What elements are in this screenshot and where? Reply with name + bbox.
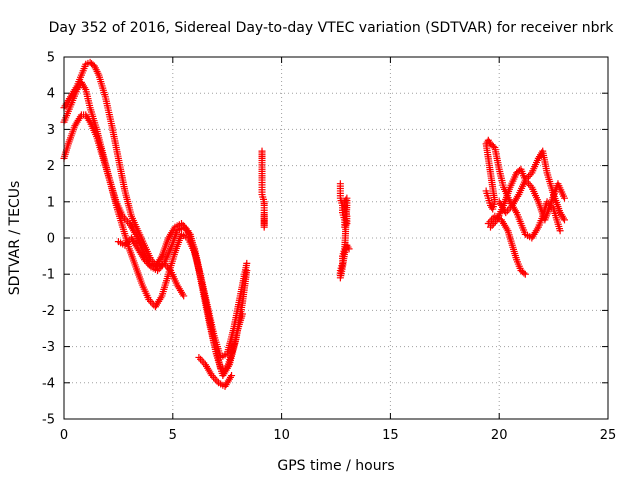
- y-tick-label: 5: [47, 51, 55, 66]
- x-tick-labels: 0 5 10 15 20 25: [60, 428, 616, 443]
- data-points: [60, 58, 568, 390]
- y-tick-label: -3: [42, 340, 55, 355]
- track-8-point: [556, 227, 564, 235]
- track-5-point: [195, 353, 203, 361]
- x-tick-label: 0: [60, 428, 68, 443]
- track-7-point: [345, 245, 353, 253]
- y-tick-label: 3: [47, 123, 55, 138]
- track-10-point: [520, 269, 528, 277]
- plot-frame: [63, 56, 609, 420]
- y-tick-label: 1: [47, 195, 55, 210]
- chart-title: Day 352 of 2016, Sidereal Day-to-day VTE…: [49, 20, 615, 36]
- x-axis-label: GPS time / hours: [277, 458, 394, 474]
- y-tick-label: 0: [47, 232, 55, 247]
- track-10-point: [521, 270, 529, 278]
- track-5-point: [211, 375, 219, 383]
- track-11-point: [560, 194, 568, 202]
- track-5-point: [228, 372, 236, 380]
- y-tick-label: 2: [47, 159, 55, 174]
- track-1-point: [243, 259, 251, 267]
- y-tick-label: -5: [42, 413, 55, 428]
- x-tick-label: 10: [273, 428, 290, 443]
- y-tick-labels: -5 -4 -3 -2 -1 0 1 2 3 4 5: [42, 51, 55, 428]
- grid-layer: [64, 57, 608, 419]
- y-tick-label: -2: [42, 304, 55, 319]
- track-9-point: [560, 216, 568, 224]
- x-tick-label: 20: [491, 428, 508, 443]
- track-3-point: [180, 292, 188, 300]
- track-11-point: [525, 180, 533, 188]
- y-tick-label: -1: [42, 268, 55, 283]
- track-4-point: [243, 267, 251, 275]
- track-6-point: [260, 212, 268, 220]
- y-axis-label: SDTVAR / TECUs: [7, 181, 23, 296]
- track-5-point: [197, 355, 205, 363]
- track-5-point: [198, 357, 206, 365]
- x-tick-label: 25: [600, 428, 617, 443]
- y-tick-label: -4: [42, 376, 55, 391]
- x-tick-label: 15: [382, 428, 399, 443]
- y-tick-label: 4: [47, 87, 55, 102]
- x-tick-label: 5: [169, 428, 177, 443]
